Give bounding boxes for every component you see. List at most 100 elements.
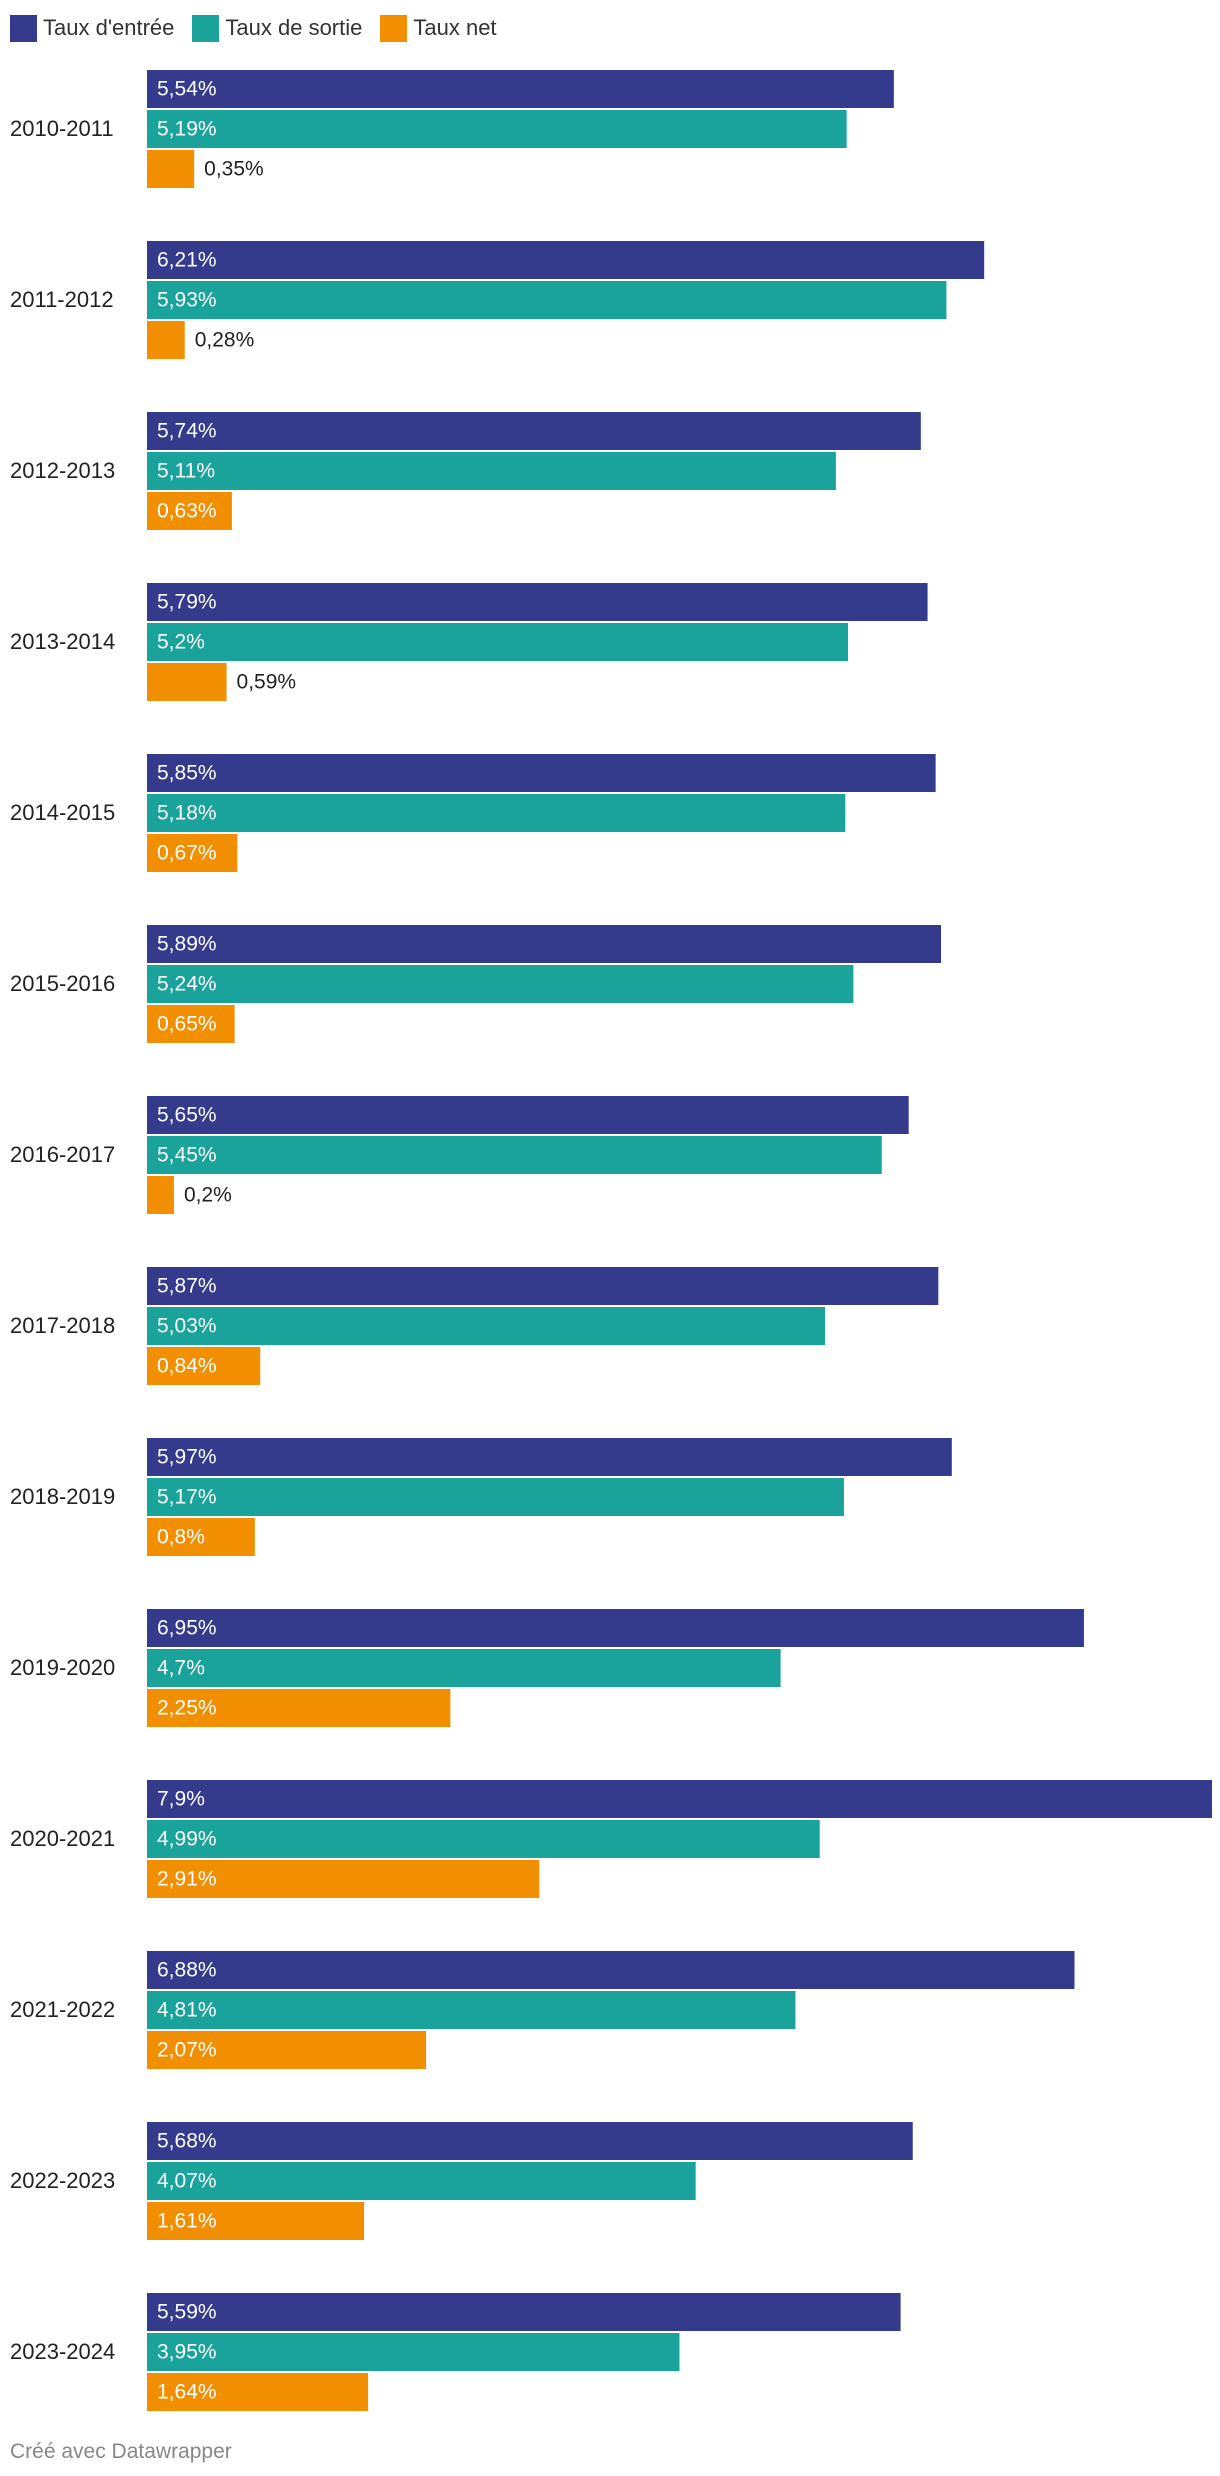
- bar-taux-d-entr-e-2023-2024: [147, 2293, 901, 2331]
- value-label-taux-d-entr-e-2011-2012: 6,21%: [157, 249, 217, 272]
- bar-taux-net-2023-2024: [147, 2373, 369, 2411]
- bar-taux-de-sortie-2013-2014: [147, 623, 849, 661]
- value-label-taux-de-sortie-2010-2011: 5,19%: [157, 118, 217, 141]
- category-label-2018-2019: 2018-2019: [10, 1484, 115, 1509]
- value-label-taux-de-sortie-2017-2018: 5,03%: [157, 1315, 217, 1338]
- bar-taux-net-2015-2016: [147, 1005, 235, 1043]
- bar-taux-net-2017-2018: [147, 1347, 261, 1385]
- bar-taux-de-sortie-2015-2016: [147, 965, 854, 1003]
- value-label-taux-de-sortie-2013-2014: 5,2%: [157, 631, 205, 654]
- bar-taux-d-entr-e-2020-2021: [147, 1780, 1212, 1818]
- bar-taux-net-2011-2012: [147, 321, 185, 359]
- bar-taux-de-sortie-2018-2019: [147, 1478, 844, 1516]
- value-label-taux-net-2014-2015: 0,67%: [157, 842, 217, 865]
- value-label-taux-net-2021-2022: 2,07%: [157, 2039, 217, 2062]
- bar-taux-de-sortie-2020-2021: [147, 1820, 820, 1858]
- bar-taux-de-sortie-2016-2017: [147, 1136, 882, 1174]
- bar-taux-d-entr-e-2010-2011: [147, 70, 894, 108]
- legend-label-taux-sortie: Taux de sortie: [225, 15, 363, 40]
- footer-credit: Créé avec Datawrapper: [10, 2440, 232, 2463]
- legend-item-taux-entree: Taux d'entrée: [10, 14, 175, 42]
- category-label-2010-2011: 2010-2011: [10, 116, 114, 141]
- category-label-2015-2016: 2015-2016: [10, 971, 115, 996]
- bar-taux-de-sortie-2014-2015: [147, 794, 846, 832]
- value-label-taux-de-sortie-2019-2020: 4,7%: [157, 1657, 205, 1680]
- legend-swatch-taux-net: [380, 14, 408, 42]
- value-label-taux-net-2022-2023: 1,61%: [157, 2210, 217, 2233]
- category-label-2014-2015: 2014-2015: [10, 800, 115, 825]
- value-label-taux-net-2010-2011: 0,35%: [204, 158, 264, 181]
- bar-taux-d-entr-e-2013-2014: [147, 583, 928, 621]
- bar-taux-net-2018-2019: [147, 1518, 255, 1556]
- bar-taux-net-2020-2021: [147, 1860, 540, 1898]
- value-label-taux-net-2019-2020: 2,25%: [157, 1697, 217, 1720]
- value-label-taux-d-entr-e-2022-2023: 5,68%: [157, 2130, 217, 2153]
- bar-taux-net-2019-2020: [147, 1689, 451, 1727]
- value-label-taux-d-entr-e-2014-2015: 5,85%: [157, 762, 217, 785]
- value-label-taux-de-sortie-2012-2013: 5,11%: [157, 460, 215, 483]
- value-label-taux-d-entr-e-2017-2018: 5,87%: [157, 1275, 217, 1298]
- bar-taux-d-entr-e-2012-2013: [147, 412, 921, 450]
- bar-taux-net-2012-2013: [147, 492, 232, 530]
- bar-taux-de-sortie-2023-2024: [147, 2333, 680, 2371]
- bar-taux-d-entr-e-2014-2015: [147, 754, 936, 792]
- bar-taux-d-entr-e-2017-2018: [147, 1267, 939, 1305]
- legend-label-taux-net: Taux net: [413, 15, 497, 40]
- bar-taux-d-entr-e-2015-2016: [147, 925, 942, 963]
- value-label-taux-de-sortie-2021-2022: 4,81%: [157, 1999, 217, 2022]
- value-label-taux-d-entr-e-2012-2013: 5,74%: [157, 420, 217, 443]
- bar-taux-net-2014-2015: [147, 834, 238, 872]
- value-label-taux-d-entr-e-2018-2019: 5,97%: [157, 1446, 217, 1469]
- value-label-taux-de-sortie-2020-2021: 4,99%: [157, 1828, 217, 1851]
- bar-taux-d-entr-e-2016-2017: [147, 1096, 909, 1134]
- legend-item-taux-sortie: Taux de sortie: [192, 14, 363, 42]
- legend-item-taux-net: Taux net: [380, 14, 497, 42]
- value-label-taux-d-entr-e-2020-2021: 7,9%: [157, 1788, 205, 1811]
- value-label-taux-d-entr-e-2016-2017: 5,65%: [157, 1104, 217, 1127]
- value-label-taux-net-2015-2016: 0,65%: [157, 1013, 217, 1036]
- bar-taux-de-sortie-2019-2020: [147, 1649, 781, 1687]
- bar-taux-d-entr-e-2018-2019: [147, 1438, 952, 1476]
- value-label-taux-net-2016-2017: 0,2%: [184, 1184, 232, 1207]
- bar-taux-d-entr-e-2019-2020: [147, 1609, 1084, 1647]
- value-label-taux-net-2012-2013: 0,63%: [157, 500, 217, 523]
- value-label-taux-de-sortie-2016-2017: 5,45%: [157, 1144, 217, 1167]
- legend-swatch-taux-sortie: [192, 14, 220, 42]
- bar-taux-de-sortie-2011-2012: [147, 281, 947, 319]
- value-label-taux-d-entr-e-2013-2014: 5,79%: [157, 591, 217, 614]
- value-label-taux-net-2020-2021: 2,91%: [157, 1868, 217, 1891]
- value-label-taux-net-2018-2019: 0,8%: [157, 1526, 205, 1549]
- bar-taux-net-2016-2017: [147, 1176, 174, 1214]
- legend-label-taux-entree: Taux d'entrée: [43, 15, 175, 40]
- value-label-taux-de-sortie-2015-2016: 5,24%: [157, 973, 217, 996]
- category-label-2023-2024: 2023-2024: [10, 2339, 115, 2364]
- bar-taux-d-entr-e-2011-2012: [147, 241, 985, 279]
- value-label-taux-net-2011-2012: 0,28%: [195, 329, 255, 352]
- value-label-taux-d-entr-e-2010-2011: 5,54%: [157, 78, 217, 101]
- category-label-2020-2021: 2020-2021: [10, 1826, 115, 1851]
- category-label-2013-2014: 2013-2014: [10, 629, 115, 654]
- value-label-taux-d-entr-e-2023-2024: 5,59%: [157, 2301, 217, 2324]
- category-label-2011-2012: 2011-2012: [10, 287, 114, 312]
- bar-taux-de-sortie-2012-2013: [147, 452, 836, 490]
- value-label-taux-d-entr-e-2019-2020: 6,95%: [157, 1617, 217, 1640]
- value-label-taux-de-sortie-2018-2019: 5,17%: [157, 1486, 217, 1509]
- bar-taux-d-entr-e-2021-2022: [147, 1951, 1075, 1989]
- value-label-taux-net-2017-2018: 0,84%: [157, 1355, 217, 1378]
- value-label-taux-de-sortie-2023-2024: 3,95%: [157, 2341, 217, 2364]
- category-label-2022-2023: 2022-2023: [10, 2168, 115, 2193]
- bar-taux-net-2022-2023: [147, 2202, 365, 2240]
- value-label-taux-net-2013-2014: 0,59%: [237, 671, 297, 694]
- chart-legend: Taux d'entrée Taux de sortie Taux net: [10, 10, 497, 46]
- category-label-2019-2020: 2019-2020: [10, 1655, 115, 1680]
- bar-taux-de-sortie-2010-2011: [147, 110, 847, 148]
- category-label-2016-2017: 2016-2017: [10, 1142, 115, 1167]
- bar-taux-de-sortie-2021-2022: [147, 1991, 796, 2029]
- bar-taux-net-2013-2014: [147, 663, 227, 701]
- legend-swatch-taux-entree: [10, 14, 37, 42]
- value-label-taux-d-entr-e-2015-2016: 5,89%: [157, 933, 217, 956]
- value-label-taux-de-sortie-2022-2023: 4,07%: [157, 2170, 217, 2193]
- value-label-taux-de-sortie-2011-2012: 5,93%: [157, 289, 217, 312]
- category-label-2021-2022: 2021-2022: [10, 1997, 115, 2022]
